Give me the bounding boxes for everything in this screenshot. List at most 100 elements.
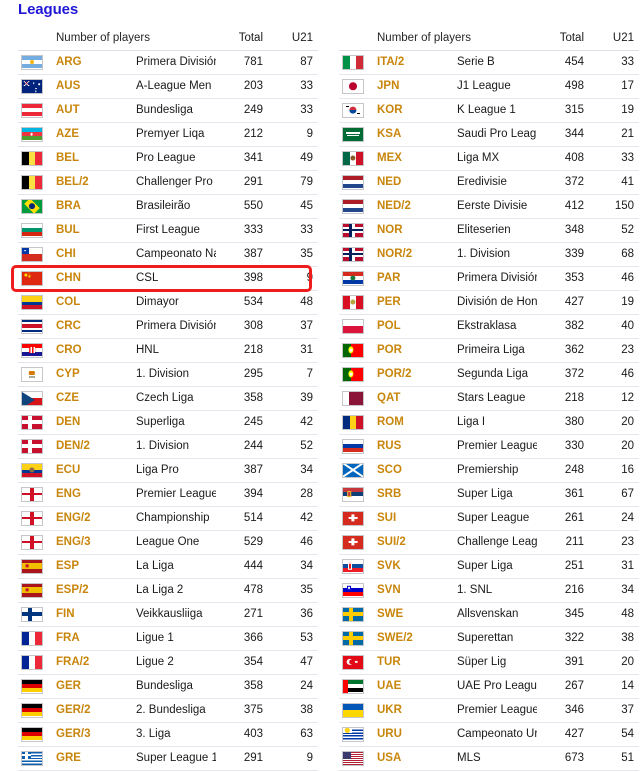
flag-cell [18,674,56,699]
table-row[interactable]: COL Dimayor 534 48 [18,290,318,315]
table-row[interactable]: JPN J1 League 498 17 [339,74,639,99]
flag-cell [339,242,377,267]
flag-cell [339,482,377,507]
table-row[interactable]: MEX Liga MX 408 33 [339,146,639,171]
table-row[interactable]: CHN CSL 398 9 [18,266,318,291]
u21-players: 67 [593,482,639,507]
table-row[interactable]: BUL First League 333 33 [18,218,318,243]
table-row[interactable]: DEN Superliga 245 42 [18,410,318,435]
table-row[interactable]: SWE Allsvenskan 345 48 [339,602,639,627]
table-row[interactable]: SWE/2 Superettan 322 38 [339,626,639,651]
table-row[interactable]: ITA/2 Serie B 454 33 [339,50,639,75]
total-players: 372 [537,170,593,195]
u21-players: 23 [593,530,639,555]
league-name: Veikkausliiga [136,602,216,627]
table-row[interactable]: KOR K League 1 315 19 [339,98,639,123]
league-name: Primera División [136,314,216,339]
table-row[interactable]: POL Ekstraklasa 382 40 [339,314,639,339]
table-row[interactable]: SCO Premiership 248 16 [339,458,639,483]
table-row[interactable]: POR/2 Segunda Liga 372 46 [339,362,639,387]
table-row[interactable]: ENG Premier League 394 28 [18,482,318,507]
table-row[interactable]: SVN 1. SNL 216 34 [339,578,639,603]
table-row[interactable]: TUR Süper Lig 391 20 [339,650,639,675]
table-row[interactable]: AZE Premyer Liqa 212 9 [18,122,318,147]
flag-tur-icon [342,654,364,670]
country-code: SWE/2 [377,626,457,651]
country-code: NOR [377,218,457,243]
country-code: UAE [377,674,457,699]
table-row[interactable]: RUS Premier League 330 20 [339,434,639,459]
table-row[interactable]: NOR Eliteserien 348 52 [339,218,639,243]
table-row[interactable]: GER/2 2. Bundesliga 375 38 [18,698,318,723]
total-players: 333 [216,218,272,243]
table-row[interactable]: GER/3 3. Liga 403 63 [18,722,318,747]
table-row[interactable]: CYP 1. Division 295 7 [18,362,318,387]
league-name: Ekstraklasa [457,314,537,339]
country-code: DEN [56,410,136,435]
country-code: AUT [56,98,136,123]
u21-players: 34 [272,554,318,579]
table-row[interactable]: SUI Super League 261 24 [339,506,639,531]
country-code: ECU [56,458,136,483]
country-code: COL [56,290,136,315]
table-row[interactable]: SVK Super Liga 251 31 [339,554,639,579]
table-row[interactable]: NED/2 Eerste Divisie 412 150 [339,194,639,219]
table-row[interactable]: AUS A-League Men 203 33 [18,74,318,99]
league-name: J1 League [457,74,537,99]
flag-cell [339,746,377,771]
table-row[interactable]: UAE UAE Pro League 267 14 [339,674,639,699]
table-row[interactable]: FIN Veikkausliiga 271 36 [18,602,318,627]
total-players: 261 [537,506,593,531]
u21-players: 7 [272,362,318,387]
table-row[interactable]: GRE Super League 1 291 9 [18,746,318,771]
table-row[interactable]: CRC Primera División 308 37 [18,314,318,339]
table-row[interactable]: ESP/2 La Liga 2 478 35 [18,578,318,603]
table-row[interactable]: QAT Stars League 218 12 [339,386,639,411]
table-row[interactable]: AUT Bundesliga 249 33 [18,98,318,123]
table-row[interactable]: FRA Ligue 1 366 53 [18,626,318,651]
league-name: Premier League [136,482,216,507]
table-row[interactable]: HUNNB I25228 [18,770,318,772]
table-row[interactable]: BEL Pro League 341 49 [18,146,318,171]
table-row[interactable]: CZE Czech Liga 358 39 [18,386,318,411]
u21-players: 31 [272,338,318,363]
table-row[interactable]: USA MLS 673 51 [339,746,639,771]
flag-esp-icon [21,582,43,598]
table-row[interactable]: ROM Liga I 380 20 [339,410,639,435]
table-row[interactable]: DEN/2 1. Division 244 52 [18,434,318,459]
league-name: Stars League [457,386,537,411]
leagues-table-left-column: Number of players Total U21 ARG Primera D… [18,26,318,772]
table-row[interactable]: POR Primeira Liga 362 23 [339,338,639,363]
table-row[interactable]: CRO HNL 218 31 [18,338,318,363]
u21-players: 33 [272,218,318,243]
u21-players: 12 [593,386,639,411]
table-row[interactable]: NOR/2 1. Division 339 68 [339,242,639,267]
table-row[interactable]: UKR Premier League 346 37 [339,698,639,723]
table-row[interactable]: UZBSuper League31641 [339,770,639,772]
table-row[interactable]: SRB Super Liga 361 67 [339,482,639,507]
u21-players: 46 [593,362,639,387]
leagues-table-right-column: Number of players Total U21 ITA/2 Serie B… [339,26,639,772]
u21-players: 46 [272,530,318,555]
table-row[interactable]: ENG/3 League One 529 46 [18,530,318,555]
table-row[interactable]: ESP La Liga 444 34 [18,554,318,579]
table-row[interactable]: PAR Primera División 353 46 [339,266,639,291]
table-row[interactable]: FRA/2 Ligue 2 354 47 [18,650,318,675]
table-row[interactable]: GER Bundesliga 358 24 [18,674,318,699]
leagues-table-right: Number of players Total U21 ITA/2 Serie B… [339,26,639,772]
u21-players: 54 [593,722,639,747]
flag-ksa-icon [342,126,364,142]
table-row[interactable]: NED Eredivisie 372 41 [339,170,639,195]
table-row[interactable]: ENG/2 Championship 514 42 [18,506,318,531]
total-players: 291 [216,746,272,771]
table-row[interactable]: ARG Primera División 781 87 [18,50,318,75]
league-name: Dimayor [136,290,216,315]
table-row[interactable]: BRA Brasileirão 550 45 [18,194,318,219]
table-row[interactable]: ECU Liga Pro 387 34 [18,458,318,483]
